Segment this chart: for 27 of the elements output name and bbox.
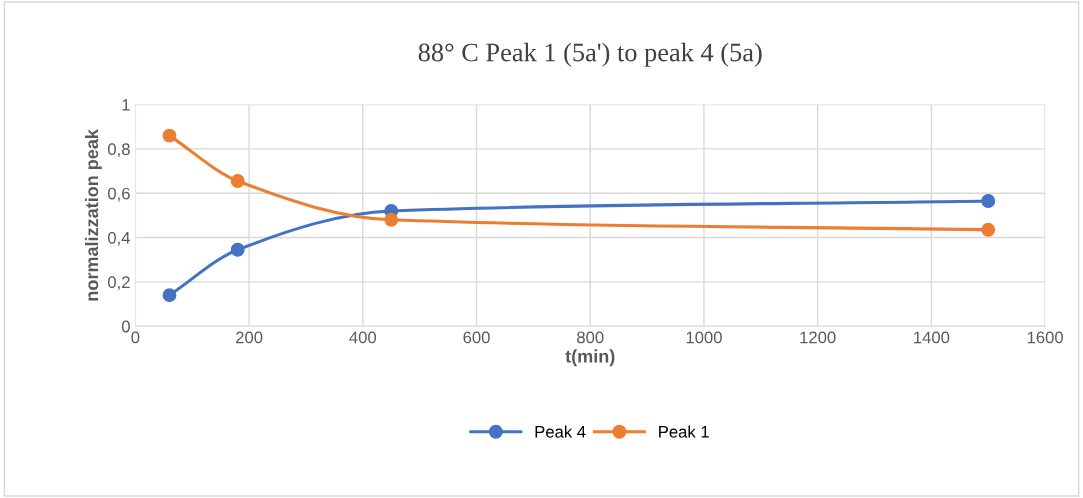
y-axis-title: normalizzation peak [84,129,102,301]
y-tick-label: 0,4 [108,231,131,246]
point [981,222,996,237]
x-tick-label: 600 [463,331,490,344]
x-tick-label: 400 [349,331,377,344]
point [162,128,177,143]
point [230,242,245,257]
x-axis-title: t(min) [565,349,615,367]
legend-label: Peak 1 [659,425,709,438]
x-tick-label: 1200 [800,331,836,344]
x-tick-label: 800 [577,331,604,344]
x-tick-label: 1000 [686,331,722,344]
y-tick-label: 0,8 [108,143,130,158]
chart-title: 88° C Peak 1 (5a') to peak 4 (5a) [418,42,762,67]
point [981,194,996,208]
point [162,288,177,303]
y-tick-label: 0 [121,320,130,333]
y-tick-label: 0,2 [108,276,130,291]
point [384,212,399,227]
point [230,174,245,188]
y-tick-label: 1 [122,99,130,111]
y-tick-label: 0,6 [108,187,130,202]
x-tick-label: 200 [236,331,263,344]
legend-label: Peak 4 [535,425,586,438]
x-tick-label: 1600 [1027,331,1063,344]
x-tick-label: 0 [131,331,140,344]
x-tick-label: 1400 [914,331,950,344]
